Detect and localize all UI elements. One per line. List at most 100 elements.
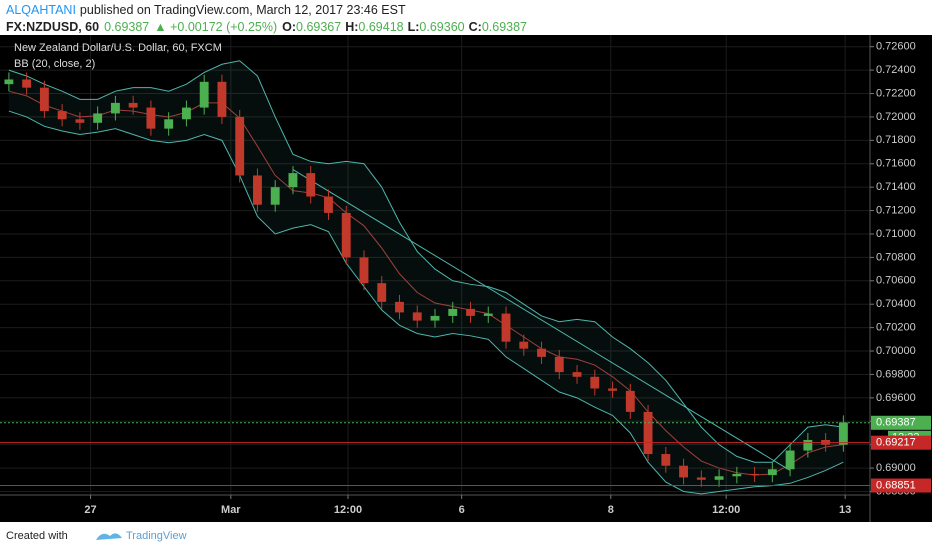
y-tick-label: 0.69600 bbox=[876, 392, 916, 404]
x-tick-label: 8 bbox=[608, 504, 614, 516]
candle-body bbox=[554, 356, 564, 373]
candle-body bbox=[714, 476, 724, 480]
candle-body bbox=[377, 283, 387, 302]
brand-logo[interactable] bbox=[96, 533, 122, 540]
o-label: O: bbox=[282, 20, 296, 34]
candle-body bbox=[696, 477, 706, 480]
bb-fill bbox=[8, 60, 844, 494]
candle-body bbox=[164, 119, 174, 129]
y-tick-label: 0.69000 bbox=[876, 462, 916, 474]
bb-lower bbox=[8, 110, 844, 495]
candle-body bbox=[483, 313, 493, 316]
candle-body bbox=[767, 469, 777, 476]
chart-title: New Zealand Dollar/U.S. Dollar, 60, FXCM bbox=[14, 42, 222, 54]
price-label-box bbox=[871, 415, 931, 430]
price-label: 0.69217 bbox=[876, 437, 916, 449]
price-label-box bbox=[871, 435, 931, 450]
candle-body bbox=[395, 301, 404, 313]
x-tick-label: 13 bbox=[839, 504, 851, 516]
c-label: C: bbox=[469, 20, 482, 34]
l-label: L: bbox=[408, 20, 420, 34]
candle-body bbox=[430, 315, 440, 321]
price-label-box bbox=[871, 478, 931, 493]
logo-icon bbox=[96, 533, 122, 540]
candle-body bbox=[732, 473, 742, 477]
y-tick-label: 0.69800 bbox=[876, 368, 916, 380]
price-label: 0.68851 bbox=[876, 479, 916, 491]
candle-body bbox=[625, 390, 635, 412]
candle-body bbox=[217, 81, 227, 117]
author[interactable]: ALQAHTANI bbox=[6, 3, 76, 17]
y-tick-label: 0.72600 bbox=[876, 41, 916, 53]
candle-body bbox=[803, 439, 813, 451]
candle-body bbox=[519, 341, 529, 349]
y-tick-label: 0.70800 bbox=[876, 251, 916, 263]
candle-body bbox=[93, 113, 103, 123]
y-tick-label: 0.70000 bbox=[876, 345, 916, 357]
candle-body bbox=[199, 81, 209, 108]
candle-body bbox=[324, 196, 333, 213]
candle-body bbox=[235, 116, 245, 176]
candle-body bbox=[838, 422, 848, 445]
candle-body bbox=[643, 411, 653, 455]
x-tick-label: 12:00 bbox=[712, 504, 740, 516]
candle-body bbox=[608, 388, 617, 391]
change: ▲ +0.00172 (+0.25%) bbox=[154, 20, 277, 34]
candle-body bbox=[341, 212, 351, 258]
candle-body bbox=[590, 376, 600, 389]
h-label: H: bbox=[345, 20, 358, 34]
candle-body bbox=[501, 313, 511, 342]
candle-body bbox=[181, 107, 191, 120]
x-tick-label: 27 bbox=[84, 504, 96, 516]
candle-body bbox=[4, 79, 14, 85]
brand[interactable]: TradingView bbox=[126, 530, 187, 542]
indicator-label: BB (20, close, 2) bbox=[14, 58, 95, 70]
candle-body bbox=[412, 312, 422, 321]
candle-body bbox=[679, 465, 689, 478]
candle-body bbox=[466, 308, 475, 316]
published: published on TradingView.com, March 12, … bbox=[80, 3, 406, 17]
y-tick-label: 0.71400 bbox=[876, 181, 916, 193]
candle-body bbox=[750, 473, 760, 476]
candle-body bbox=[146, 107, 156, 129]
candle-body bbox=[270, 187, 280, 205]
y-tick-label: 0.72000 bbox=[876, 111, 916, 123]
y-tick-label: 0.70400 bbox=[876, 298, 916, 310]
x-tick-label: Mar bbox=[221, 504, 241, 516]
candle-body bbox=[306, 173, 316, 197]
plot bbox=[0, 35, 870, 495]
candle-body bbox=[128, 102, 138, 108]
price-label: 0.69387 bbox=[876, 417, 916, 429]
candle-body bbox=[22, 79, 32, 88]
y-tick-label: 0.71000 bbox=[876, 228, 916, 240]
price: 0.69387 bbox=[104, 20, 149, 34]
candle-body bbox=[572, 372, 582, 377]
header-line: ALQAHTANI published on TradingView.com, M… bbox=[6, 3, 406, 17]
candle-body bbox=[537, 348, 546, 357]
bb-upper bbox=[8, 60, 844, 463]
candle-body bbox=[110, 102, 120, 114]
x-tick-label: 12:00 bbox=[334, 504, 362, 516]
y-tick-label: 0.70600 bbox=[876, 275, 916, 287]
candle-body bbox=[253, 175, 262, 205]
o: 0.69367 bbox=[296, 20, 341, 34]
y-tick-label: 0.72400 bbox=[876, 64, 916, 76]
candle-body bbox=[448, 308, 458, 316]
candle-body bbox=[75, 119, 85, 123]
y-tick-label: 0.71800 bbox=[876, 134, 916, 146]
candle-body bbox=[57, 111, 67, 120]
quote-line: FX:NZDUSD, 60 0.69387 ▲ +0.00172 (+0.25%) O… bbox=[6, 20, 527, 34]
symbol: FX:NZDUSD, 60 bbox=[6, 20, 99, 34]
candle-body bbox=[661, 454, 671, 466]
created-with: Created with bbox=[6, 530, 68, 542]
l: 0.69360 bbox=[419, 20, 464, 34]
candle-body bbox=[785, 450, 795, 470]
y-tick-label: 0.70200 bbox=[876, 322, 916, 334]
y-tick-label: 0.72200 bbox=[876, 87, 916, 99]
trendline bbox=[292, 169, 791, 471]
h: 0.69418 bbox=[358, 20, 403, 34]
y-tick-label: 0.71600 bbox=[876, 158, 916, 170]
c: 0.69387 bbox=[482, 20, 527, 34]
